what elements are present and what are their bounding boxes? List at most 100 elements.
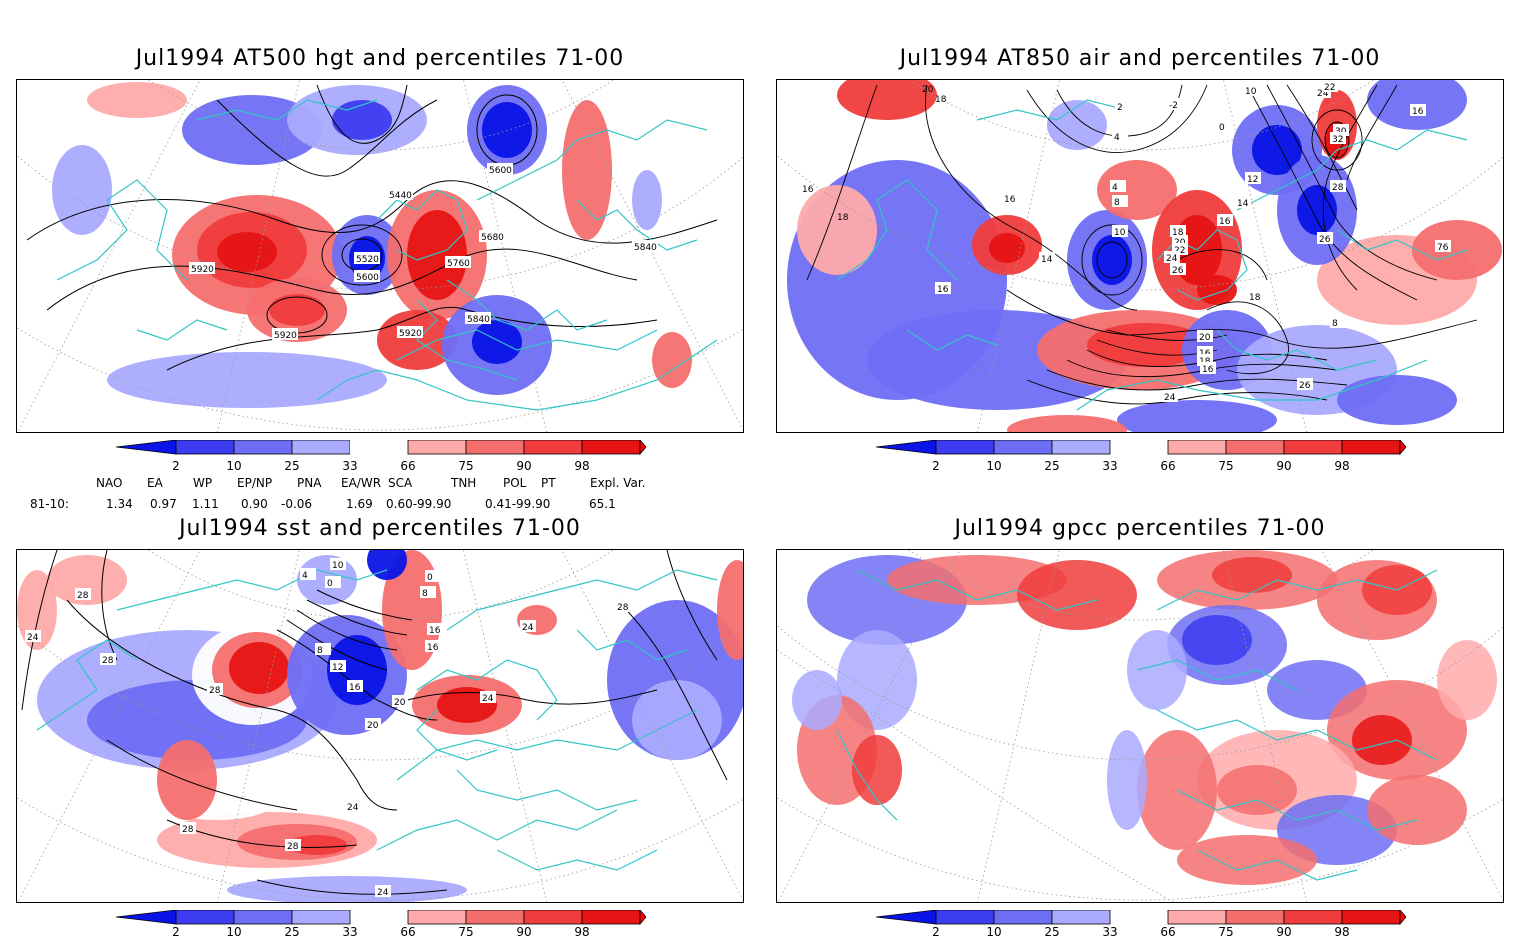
colorbar-2: 2 10 25 33 66 75 90 98	[875, 438, 1407, 474]
contour-label: 5920	[399, 329, 422, 339]
contour-label: 12	[332, 663, 343, 673]
contour-label: 28	[102, 656, 114, 666]
contour-label: 10	[332, 561, 344, 571]
colorbar-label: 33	[1102, 925, 1118, 939]
colorbar-label: 25	[284, 459, 300, 473]
contour-label: 24	[482, 694, 494, 704]
contour-label: 16	[429, 626, 441, 636]
colorbar-3-graphic	[115, 908, 647, 926]
contour-label: 8	[1114, 198, 1120, 208]
contour-label: 16	[1219, 217, 1231, 227]
contour-label: 5840	[467, 315, 490, 325]
map-gpcc	[776, 549, 1504, 903]
contour-label: 20	[1199, 333, 1211, 343]
contour-label: 16	[1412, 107, 1424, 117]
index-header-sca: SCA	[388, 476, 413, 490]
colorbar-label: 98	[574, 459, 590, 473]
map-air-graphic: 20 18 16 18 16 14 16 10 8 4 4 2 -2 0 10 …	[777, 80, 1503, 432]
contour-label: 16	[802, 185, 814, 195]
colorbar-label: 98	[1334, 459, 1350, 473]
index-value-sca: 0.60-99.90	[386, 497, 452, 511]
contour-label: 2	[1117, 103, 1123, 113]
contour-label: 18	[837, 213, 849, 223]
contour-label: 5680	[481, 233, 504, 243]
contour-label: 8	[1332, 319, 1338, 329]
contour-label: 4	[302, 571, 308, 581]
map-sst: 28 24 28 28 8 12 16 20 20 24 24 16 28 28…	[16, 549, 744, 903]
index-value-pol: 0.41-99.90	[485, 497, 551, 511]
index-header-ea: EA	[147, 476, 163, 490]
contour-label: 26	[1299, 381, 1311, 391]
contour-label: 14	[1237, 199, 1249, 209]
index-value-nao: 1.34	[106, 497, 133, 511]
colorbar-label: 2	[932, 459, 940, 473]
index-header-epnp: EP/NP	[237, 476, 273, 490]
index-header-pt: PT	[541, 476, 556, 490]
colorbar-label: 10	[226, 459, 242, 473]
contour-label: 8	[317, 646, 323, 656]
contour-label: 24	[1317, 89, 1329, 99]
contour-label: 5440	[389, 191, 412, 201]
contour-label: 20	[922, 85, 934, 95]
contour-label: 18	[1249, 293, 1261, 303]
contour-label: 24	[347, 803, 359, 813]
contour-label: 24	[377, 888, 389, 898]
colorbar-label: 25	[284, 925, 300, 939]
contour-label: 4	[1114, 133, 1120, 143]
colorbar-label: 98	[1334, 925, 1350, 939]
map-sst-graphic: 28 24 28 28 8 12 16 20 20 24 24 16 28 28…	[17, 550, 743, 902]
contour-label: 0	[427, 573, 433, 583]
contour-label: 10	[1114, 228, 1126, 238]
panel-title-air: Jul1994 AT850 air and percentiles 71-00	[899, 46, 1381, 71]
contour-label: 8	[422, 589, 428, 599]
contour-label: 28	[209, 686, 221, 696]
panel-title-sst: Jul1994 sst and percentiles 71-00	[179, 516, 581, 541]
panel-title-gpcc: Jul1994 gpcc percentiles 71-00	[954, 516, 1326, 541]
index-header-wp: WP	[193, 476, 213, 490]
contour-label: 16	[937, 285, 949, 295]
index-header-eawr: EA/WR	[341, 476, 382, 490]
contour-label: 24	[1166, 254, 1178, 264]
index-header-pol: POL	[503, 476, 527, 490]
contour-label: 5760	[447, 259, 470, 269]
colorbar-label: 2	[172, 459, 180, 473]
contour-label: 18	[1172, 228, 1184, 238]
contour-label: 18	[935, 95, 947, 105]
contour-label: 28	[77, 591, 89, 601]
contour-label: -2	[1169, 101, 1178, 111]
colorbar-label: 10	[986, 459, 1002, 473]
contour-label: 16	[1202, 365, 1214, 375]
colorbar-label: 66	[1160, 459, 1176, 473]
colorbar-label: 75	[458, 459, 474, 473]
map-hgt: 5440 5600 5520 5600 5680 5760 5840 5920 …	[16, 79, 744, 433]
colorbar-label: 90	[1276, 925, 1292, 939]
colorbar-label: 33	[342, 459, 358, 473]
index-row-label: 81-10:	[30, 497, 69, 511]
contour-label: 5840	[634, 243, 657, 253]
contour-label: 24	[1164, 393, 1176, 403]
contour-label: 20	[367, 721, 379, 731]
colorbar-label: 25	[1044, 925, 1060, 939]
colorbar-label: 98	[574, 925, 590, 939]
colorbar-label: 66	[1160, 925, 1176, 939]
colorbar-label: 90	[516, 925, 532, 939]
contour-label: 16	[1004, 195, 1016, 205]
contour-label: 0	[327, 579, 333, 589]
index-value-eawr: 1.69	[346, 497, 373, 511]
index-value-ea: 0.97	[150, 497, 177, 511]
colorbar-4-graphic	[875, 908, 1407, 926]
colorbar-1: 2 10 25 33 66 75 90 98	[115, 438, 647, 474]
contour-label: 32	[1332, 135, 1343, 145]
contour-label: 24	[27, 633, 39, 643]
colorbar-4: 2 10 25 33 66 75 90 98	[875, 908, 1407, 940]
contour-label: 10	[1245, 87, 1257, 97]
colorbar-label: 2	[932, 925, 940, 939]
contour-label: 0	[1219, 123, 1225, 133]
contour-label: 76	[1437, 243, 1449, 253]
index-header-tnh: TNH	[451, 476, 477, 490]
colorbar-label: 66	[400, 459, 416, 473]
index-value-epnp: 0.90	[241, 497, 268, 511]
colorbar-label: 75	[1218, 459, 1234, 473]
colorbar-label: 33	[1102, 459, 1118, 473]
contour-label: 4	[1112, 183, 1118, 193]
